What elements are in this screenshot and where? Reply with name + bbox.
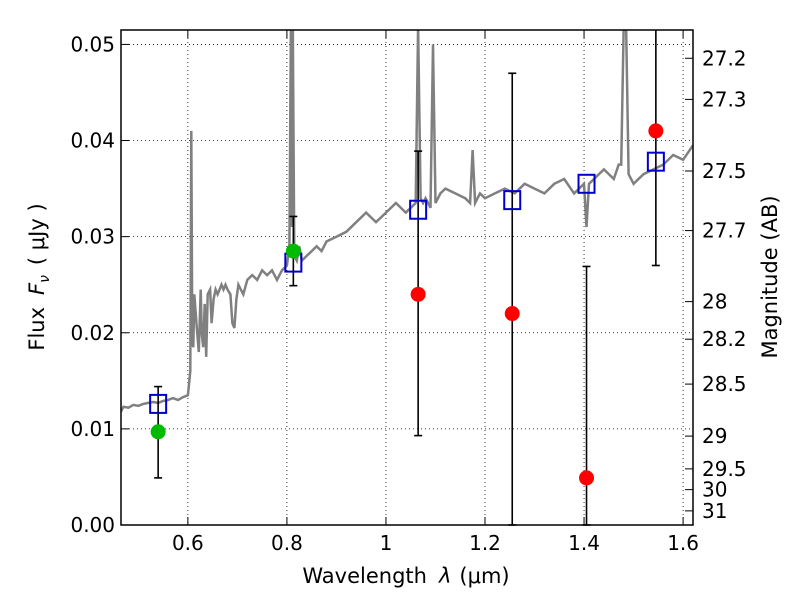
plot-frame	[120, 29, 694, 526]
magnitude-tick-label: 27.2	[702, 46, 747, 70]
y-axis-label: FluxFν( μJy )	[25, 203, 53, 350]
magnitude-tick-label: 29	[702, 424, 727, 448]
x-tick-label: 0.6	[172, 531, 204, 555]
magnitude-tick-label: 27.3	[702, 87, 747, 111]
ticks-layer: 0.6 0.8 1 1.2 1.4 1.6 0.00 0.01 0.02 0.03 0.04 0.05…	[70, 30, 747, 555]
magnitude-tick-label: 28.2	[702, 327, 747, 351]
y2-axis-label: Magnitude (AB)	[758, 195, 782, 358]
nondetection-point	[579, 470, 595, 486]
y-tick-label: 0.01	[70, 417, 115, 441]
model-point-square	[409, 199, 428, 220]
magnitude-tick-label: 28.5	[702, 372, 747, 396]
magnitude-tick-label: 30	[702, 478, 727, 502]
spectrum-line	[121, 30, 693, 413]
magnitude-tick-label: 28	[702, 290, 727, 314]
x-tick-label: 1.6	[667, 531, 699, 555]
x-tick-label: 1.2	[469, 531, 501, 555]
model-point-square	[646, 151, 665, 172]
y-tick-label: 0.03	[70, 225, 115, 249]
model-point-square	[149, 393, 168, 414]
nondetection-point	[504, 306, 520, 322]
x-tick-label: 0.8	[271, 531, 303, 555]
magnitude-tick-label: 27.5	[702, 159, 747, 183]
x-tick-label: 1	[380, 531, 393, 555]
y-tick-label: 0.05	[70, 32, 115, 56]
model-point-square	[577, 173, 596, 194]
y-tick-label: 0.00	[70, 513, 115, 537]
x-axis-label: Wavelength λ (μm)	[302, 564, 509, 588]
grid-lines	[121, 30, 693, 526]
x-tick-label: 1.4	[568, 531, 600, 555]
magnitude-tick-label: 31	[702, 499, 727, 523]
magnitude-tick-label: 29.5	[702, 457, 747, 481]
nondetection-point	[648, 123, 664, 139]
detection-point	[150, 424, 166, 440]
nondetection-point	[410, 286, 426, 302]
model-point-square	[503, 190, 522, 211]
spectrum-layer	[121, 30, 693, 413]
points-layer	[149, 123, 665, 486]
y-tick-label: 0.04	[70, 129, 115, 153]
magnitude-tick-label: 27.7	[702, 219, 747, 243]
y-tick-label: 0.02	[70, 321, 115, 345]
detection-point	[285, 243, 301, 259]
